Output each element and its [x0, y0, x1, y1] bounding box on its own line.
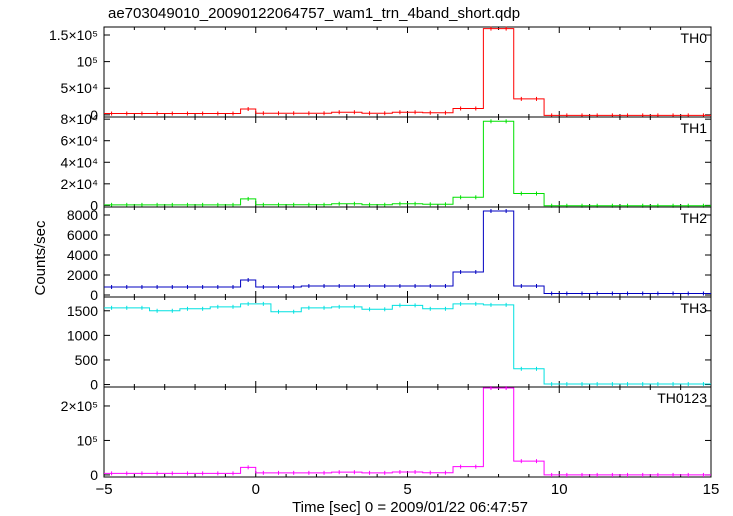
y-tick-label: 2×10⁴: [60, 176, 98, 192]
y-tick-label: 10⁵: [77, 54, 98, 70]
y-tick-label: 8×10⁴: [60, 111, 98, 127]
y-axis-label: Counts/sec: [32, 220, 49, 296]
x-tick-label: 0: [252, 481, 260, 498]
y-tick-label: 5×10⁴: [60, 80, 98, 96]
panel-th3: 0 500 1000 1500 TH3: [67, 296, 712, 393]
y-tick-label: 6000: [67, 227, 98, 243]
y-tick-label: 2000: [67, 267, 98, 283]
y-tick-label: 1.5×10⁵: [49, 27, 98, 43]
y-tick-label: 4000: [67, 247, 98, 263]
x-axis-label: Time [sec] 0 = 2009/01/22 06:47:57: [292, 499, 528, 516]
y-tick-label: 0: [90, 467, 98, 483]
x-tick-labels: −5 0 5 10 15: [95, 481, 719, 498]
y-tick-label: 0: [90, 197, 98, 213]
panel-label-th0123: TH0123: [657, 390, 707, 406]
series-line-th2: [104, 210, 711, 294]
panel-label-th0: TH0: [681, 30, 708, 46]
panel-th0: 0 5×10⁴ 10⁵ 1.5×10⁵ TH0: [49, 26, 712, 123]
panel-frame: [103, 296, 712, 388]
panel-label-th1: TH1: [681, 120, 708, 136]
panel-frame: [103, 116, 712, 208]
series-line-th3: [104, 303, 711, 385]
series-line-th1: [104, 120, 711, 207]
y-tick-label: 8000: [67, 207, 98, 223]
series-line-th0123: [104, 387, 711, 476]
y-tick-label: 1500: [67, 303, 98, 319]
panel-frame: [103, 26, 712, 118]
panel-th1: 0 2×10⁴ 4×10⁴ 6×10⁴ 8×10⁴ TH1: [60, 111, 712, 213]
panel-th0123: 0 10⁵ 2×10⁵ TH0123: [61, 386, 712, 483]
y-tick-label: 2×10⁵: [61, 398, 98, 414]
y-tick-label: 4×10⁴: [60, 154, 98, 170]
y-tick-label: 500: [75, 352, 99, 368]
y-tick-label: 10⁵: [77, 432, 98, 448]
chart-title: ae703049010_20090122064757_wam1_trn_4ban…: [108, 5, 520, 22]
x-tick-label: 10: [551, 481, 568, 498]
panel-frame: [103, 386, 712, 478]
y-tick-label: 6×10⁴: [60, 133, 98, 149]
series-line-th0: [104, 28, 711, 116]
panel-th2: 0 2000 4000 6000 8000 TH2: [67, 206, 712, 303]
panel-label-th2: TH2: [681, 210, 708, 226]
y-tick-label: 1000: [67, 327, 98, 343]
x-tick-label: 5: [403, 481, 411, 498]
x-tick-label: −5: [95, 481, 112, 498]
x-tick-label: 15: [703, 481, 720, 498]
panels-group: 0 5×10⁴ 10⁵ 1.5×10⁵ TH0 0 2×10⁴ 4×10⁴ 6×10⁴ 8×10⁴…: [49, 26, 712, 483]
y-tick-label: 0: [90, 107, 98, 123]
panel-label-th3: TH3: [681, 300, 708, 316]
y-tick-label: 0: [90, 377, 98, 393]
y-tick-label: 0: [90, 287, 98, 303]
panel-frame: [103, 206, 712, 298]
